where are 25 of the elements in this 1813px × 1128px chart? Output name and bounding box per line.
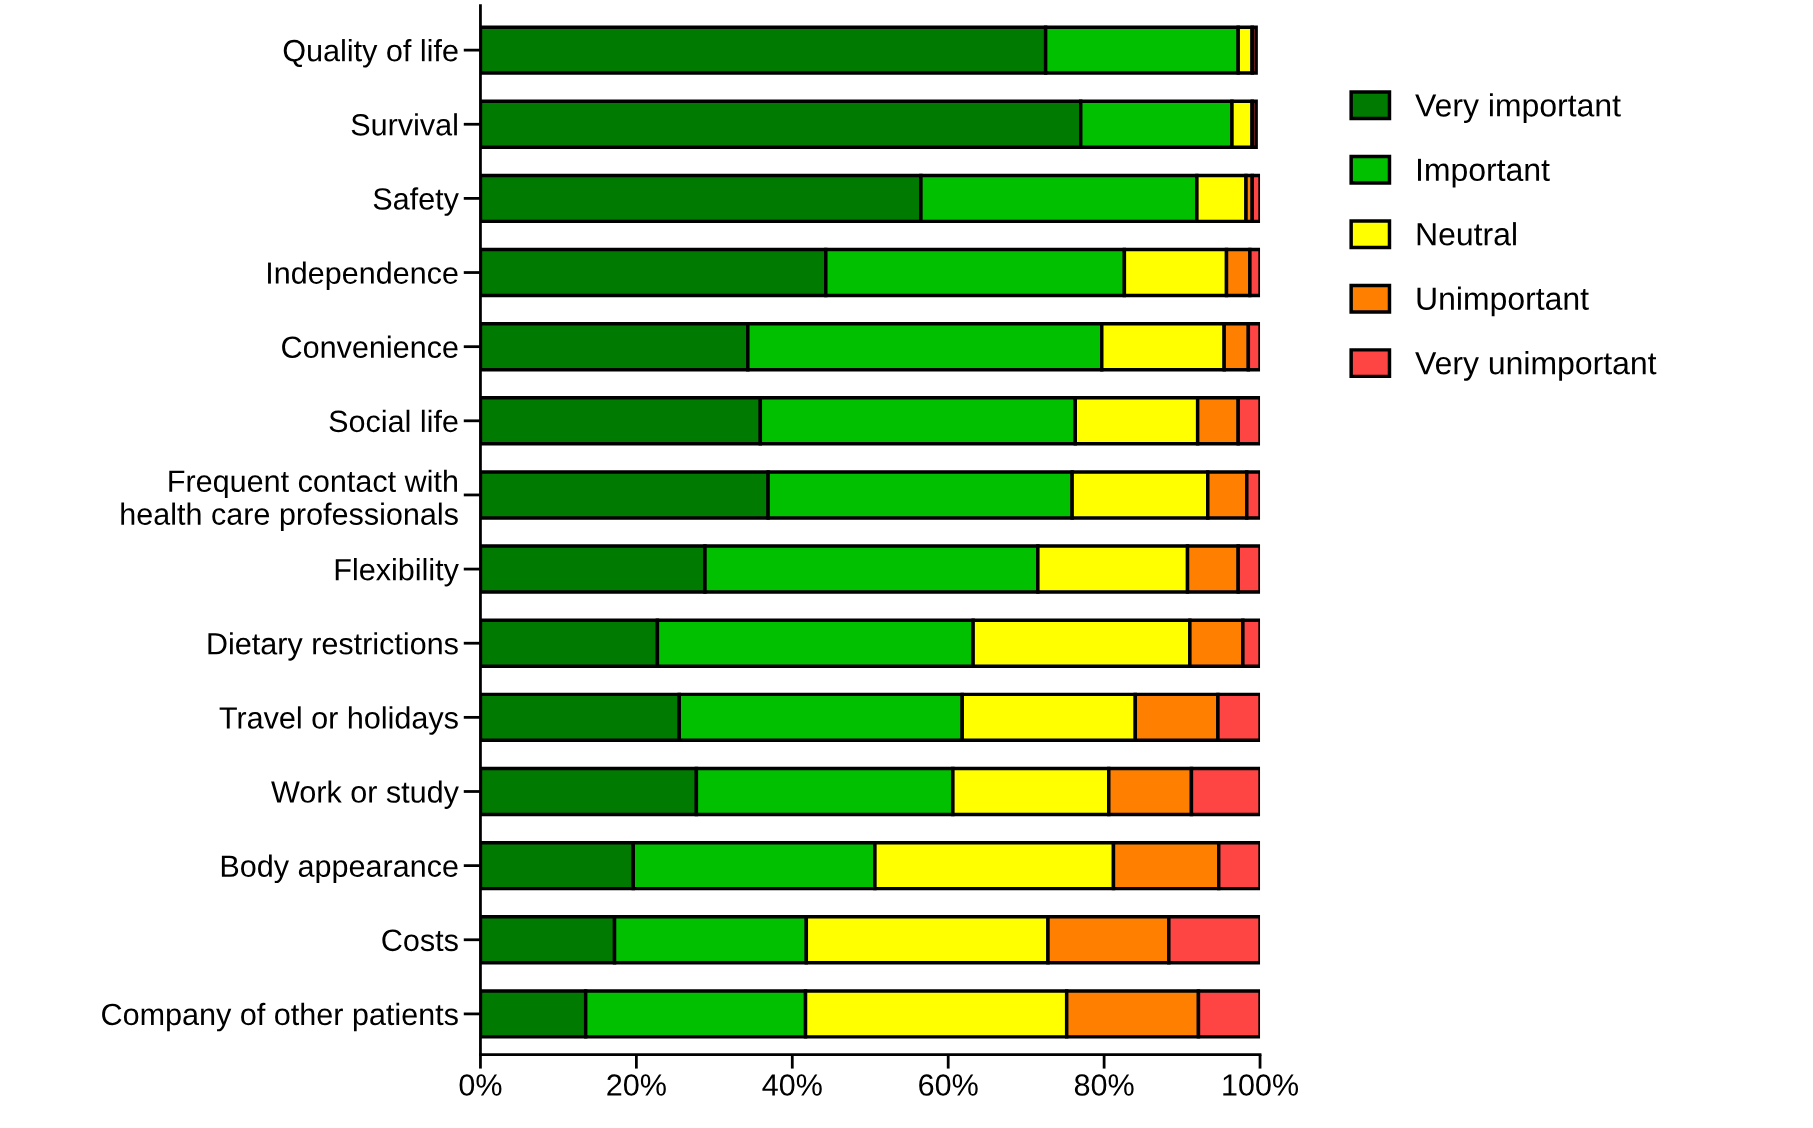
y-tick-label: Safety bbox=[373, 187, 459, 216]
legend-label: Unimportant bbox=[1417, 286, 1589, 317]
y-tick-label: Convenience bbox=[282, 335, 458, 359]
y-tick-label: Work or study bbox=[271, 780, 459, 809]
y-tick-label: Independence bbox=[268, 261, 458, 290]
legend-label: Very unimportant bbox=[1415, 351, 1657, 381]
legend-label: Very important bbox=[1415, 93, 1621, 123]
y-tick-label: Travel or holidays bbox=[219, 706, 458, 735]
y-tick-label: Dietary restrictions bbox=[208, 632, 458, 661]
y-tick-label: Body appearance bbox=[221, 854, 458, 884]
y-tick-label: Costs bbox=[382, 929, 458, 952]
x-tick-label: 0% bbox=[459, 1074, 502, 1096]
x-tick-label: 40% bbox=[762, 1074, 822, 1096]
legend-label: Neutral bbox=[1417, 222, 1516, 246]
y-tick-label: Flexibility bbox=[335, 558, 459, 587]
x-tick-label: 60% bbox=[919, 1074, 978, 1096]
y-tick-label: Frequent contact with health care professionals bbox=[121, 469, 458, 532]
y-tick-label: Social life bbox=[329, 409, 458, 433]
x-tick-label: 80% bbox=[1074, 1074, 1134, 1096]
y-tick-label: Company of other patients bbox=[102, 1002, 458, 1032]
x-tick-label: 20% bbox=[607, 1074, 666, 1096]
y-tick-label: Quality of life bbox=[283, 39, 458, 68]
y-tick-label: Survival bbox=[351, 113, 457, 136]
x-tick-label: 100% bbox=[1223, 1074, 1299, 1096]
legend-label: Important bbox=[1417, 158, 1550, 188]
